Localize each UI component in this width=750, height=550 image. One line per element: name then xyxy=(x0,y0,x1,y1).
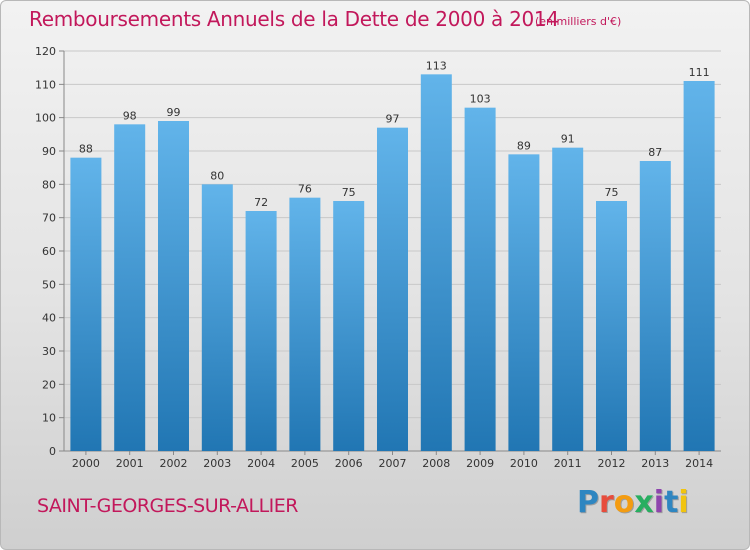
x-tick-label: 2013 xyxy=(641,457,669,470)
logo-letter: t xyxy=(664,485,679,520)
bar-value-label: 87 xyxy=(648,146,662,159)
bar xyxy=(289,197,321,451)
bar xyxy=(639,161,671,451)
bar-value-label: 75 xyxy=(342,186,356,199)
bar-value-label: 88 xyxy=(79,143,93,156)
bar xyxy=(596,201,627,451)
proxiti-logo: Proxiti xyxy=(577,485,689,520)
bar-value-label: 91 xyxy=(561,133,575,146)
x-tick-label: 2004 xyxy=(247,457,275,470)
x-tick-label: 2003 xyxy=(203,457,231,470)
y-tick-label: 40 xyxy=(42,312,56,325)
bar-value-label: 76 xyxy=(298,183,312,196)
y-tick-label: 60 xyxy=(42,245,56,258)
x-tick-label: 2006 xyxy=(335,457,363,470)
bar xyxy=(114,124,146,451)
bar-value-label: 89 xyxy=(517,139,531,152)
bar-value-label: 98 xyxy=(123,109,137,122)
logo-letter: P xyxy=(577,485,599,520)
y-tick-label: 80 xyxy=(42,178,56,191)
logo-letter: i xyxy=(653,485,665,520)
x-tick-label: 2007 xyxy=(379,457,407,470)
x-tick-label: 2012 xyxy=(598,457,626,470)
bar xyxy=(70,157,102,451)
y-tick-label: 20 xyxy=(42,378,56,391)
bar xyxy=(683,81,715,451)
x-tick-labels: 2000 2001 2002 2003 2004 2005 2006 2007 2008 2009… xyxy=(72,457,713,470)
y-tick-label: 50 xyxy=(42,278,56,291)
bar-value-label: 111 xyxy=(689,66,710,79)
x-tick-label: 2011 xyxy=(554,457,582,470)
logo-letter: x xyxy=(634,485,654,520)
bar-value-label: 103 xyxy=(470,93,491,106)
bar xyxy=(552,147,584,451)
x-tick-label: 2014 xyxy=(685,457,713,470)
commune-name: SAINT-GEORGES-SUR-ALLIER xyxy=(37,495,299,517)
bar xyxy=(377,127,408,452)
logo-letter: i xyxy=(678,485,689,520)
y-tick-labels: 0 10 20 30 40 50 60 70 80 90 100 110 120 xyxy=(35,45,56,458)
bar xyxy=(333,201,365,451)
x-tick-label: 2002 xyxy=(160,457,188,470)
bar-value-label: 113 xyxy=(426,59,447,72)
x-tick-label: 2009 xyxy=(466,457,494,470)
chart-title: Remboursements Annuels de la Dette de 20… xyxy=(29,7,559,31)
x-tick-label: 2005 xyxy=(291,457,319,470)
y-tick-label: 120 xyxy=(35,45,56,58)
x-tick-label: 2010 xyxy=(510,457,538,470)
data-labels: 88 98 99 80 72 76 75 97 113 103 89 91 75 87 111 xyxy=(79,59,710,209)
bar-value-label: 80 xyxy=(210,169,224,182)
logo-letter: o xyxy=(613,485,635,520)
y-tick-label: 100 xyxy=(35,112,56,125)
y-tick-label: 110 xyxy=(35,78,56,91)
bar xyxy=(420,74,452,451)
y-tick-label: 10 xyxy=(42,412,56,425)
chart-unit: (en milliers d'€) xyxy=(535,15,622,28)
logo-letter: r xyxy=(599,485,614,520)
bar xyxy=(158,121,189,451)
x-tick-label: 2000 xyxy=(72,457,100,470)
bar xyxy=(464,107,496,452)
bar xyxy=(245,211,277,451)
bar-value-label: 99 xyxy=(167,106,181,119)
bar xyxy=(508,154,540,452)
x-tick-label: 2008 xyxy=(422,457,450,470)
y-tick-label: 0 xyxy=(49,445,56,458)
x-tick-label: 2001 xyxy=(116,457,144,470)
y-tick-label: 30 xyxy=(42,345,56,358)
bar-value-label: 72 xyxy=(254,196,268,209)
bar xyxy=(201,184,233,452)
bar-value-label: 75 xyxy=(605,186,619,199)
y-tick-label: 70 xyxy=(42,212,56,225)
bars xyxy=(70,74,715,452)
bar-value-label: 97 xyxy=(386,113,400,126)
y-tick-label: 90 xyxy=(42,145,56,158)
